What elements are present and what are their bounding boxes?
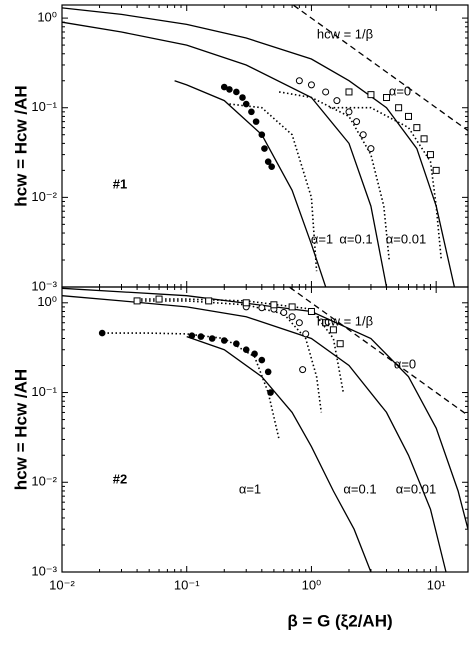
- data-point: [208, 335, 216, 342]
- data-point: [197, 333, 205, 340]
- data-point: [205, 297, 213, 305]
- dotted-curve: [229, 103, 318, 272]
- data-point: [248, 108, 255, 116]
- data-point: [432, 166, 440, 174]
- annotation: α=0: [389, 83, 411, 98]
- data-point: [188, 332, 196, 339]
- y-tick-label: 10⁻³: [31, 563, 57, 578]
- data-point: [270, 301, 278, 309]
- annotation: α=0: [394, 356, 416, 371]
- data-point: [426, 151, 434, 159]
- data-point: [353, 118, 361, 126]
- y-tick-label: 10⁻³: [31, 278, 57, 293]
- data-point: [345, 88, 353, 96]
- data-point: [258, 356, 266, 364]
- plot-area: [62, 5, 468, 287]
- annotation: #1: [113, 176, 127, 191]
- data-point: [413, 124, 421, 132]
- x-tick-label: 10¹: [427, 577, 446, 592]
- data-point: [307, 307, 315, 315]
- data-point: [295, 77, 303, 85]
- data-point: [261, 145, 268, 152]
- data-point: [233, 340, 240, 348]
- data-point: [98, 329, 106, 337]
- data-point: [302, 330, 310, 338]
- data-point: [307, 81, 315, 89]
- annotation: α=1: [239, 481, 261, 496]
- data-point: [288, 303, 296, 311]
- data-point: [242, 299, 250, 307]
- y-tick-label: 10⁰: [37, 294, 57, 309]
- data-point: [288, 313, 296, 321]
- annotation: α=1: [311, 231, 333, 246]
- data-point: [233, 88, 240, 96]
- solid-curve: [62, 21, 388, 287]
- x-tick-label: 10⁰: [302, 577, 322, 592]
- dashed-curve: [289, 287, 468, 416]
- data-point: [264, 368, 272, 376]
- data-point: [258, 131, 266, 139]
- data-point: [280, 308, 288, 316]
- annotation: α=0.01: [386, 231, 426, 246]
- y-axis-title: hcw = Hcw /AH: [11, 85, 30, 206]
- y-tick-label: 10⁻²: [31, 474, 57, 489]
- y-tick-label: 10⁻¹: [31, 99, 57, 114]
- data-point: [264, 158, 272, 165]
- plot-frame: [61, 286, 469, 573]
- data-point: [395, 104, 403, 112]
- x-axis-title: β = G (ξ2/AH): [287, 611, 392, 630]
- data-point: [295, 319, 303, 327]
- data-point: [333, 97, 341, 105]
- data-point: [367, 91, 375, 99]
- data-point: [329, 326, 337, 334]
- data-point: [242, 346, 250, 354]
- data-point: [299, 366, 307, 374]
- data-point: [404, 112, 412, 120]
- data-point: [322, 319, 330, 327]
- data-point: [345, 108, 353, 116]
- dotted-curve: [137, 298, 345, 393]
- data-point: [242, 100, 250, 108]
- y-tick-label: 10⁻²: [31, 189, 57, 204]
- data-point: [367, 145, 375, 153]
- data-point: [155, 295, 163, 303]
- solid-curve: [62, 295, 447, 572]
- data-point: [258, 304, 266, 312]
- x-tick-label: 10⁻¹: [174, 577, 200, 592]
- data-point: [220, 337, 228, 344]
- annotation: α=0.1: [343, 481, 376, 496]
- data-point: [220, 83, 228, 91]
- data-point: [251, 350, 258, 358]
- annotation: #2: [113, 471, 127, 486]
- data-point: [226, 86, 233, 93]
- solid-curve: [186, 335, 372, 572]
- annotation: α=0.01: [396, 481, 436, 496]
- data-point: [268, 163, 275, 170]
- dotted-curve: [329, 106, 443, 261]
- data-point: [133, 297, 141, 305]
- data-point: [239, 94, 246, 101]
- y-tick-label: 10⁻¹: [31, 384, 57, 399]
- data-point: [359, 131, 367, 139]
- data-point: [420, 135, 428, 143]
- dotted-curve: [137, 300, 323, 413]
- annotation: α=0.1: [339, 231, 372, 246]
- dotted-curve: [99, 332, 280, 440]
- x-tick-label: 10⁻²: [49, 577, 75, 592]
- solid-curve: [62, 7, 456, 287]
- data-point: [383, 94, 391, 102]
- data-point: [252, 118, 260, 125]
- y-tick-label: 10⁰: [37, 10, 57, 25]
- plot-area: [62, 287, 468, 572]
- data-point: [336, 340, 344, 348]
- y-axis-title: hcw = Hcw /AH: [11, 369, 30, 490]
- data-point: [267, 389, 274, 396]
- annotation: hcw = 1/β: [317, 313, 373, 328]
- annotation: hcw = 1/β: [317, 26, 373, 41]
- data-point: [322, 88, 330, 96]
- dashed-curve: [293, 5, 468, 132]
- dotted-curve: [278, 91, 390, 261]
